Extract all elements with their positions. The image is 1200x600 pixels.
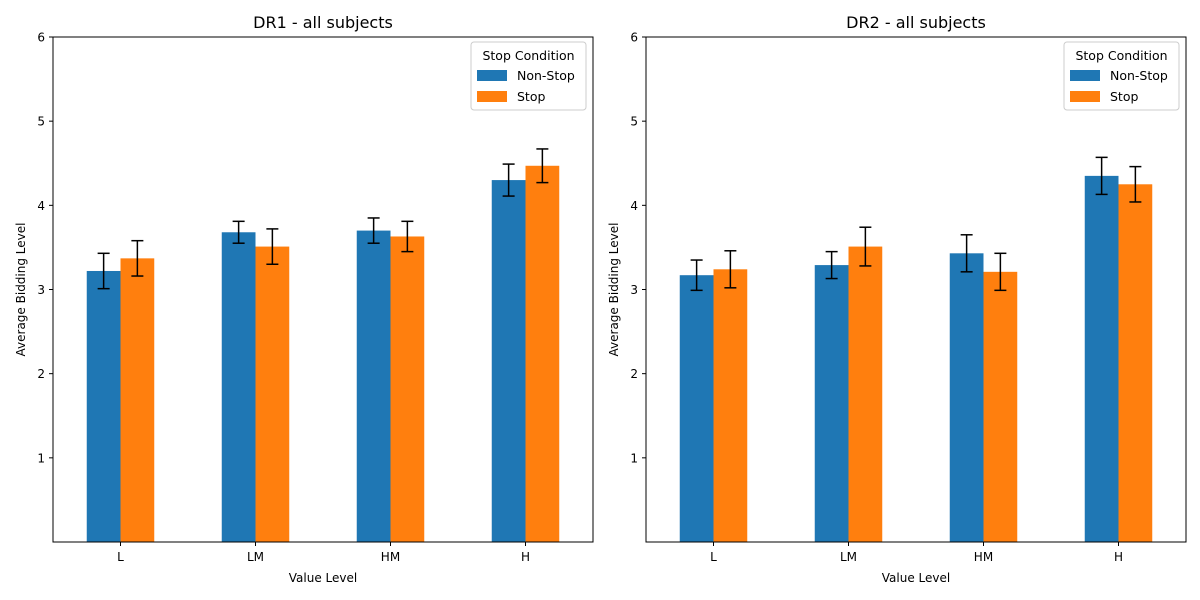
- error-bar-group: [690, 156, 1142, 292]
- error-bar-stop-l: [724, 250, 737, 289]
- error-bar-non-stop-hm: [960, 234, 973, 273]
- bar-stop-l: [713, 269, 748, 542]
- y-tick-label: 1: [37, 451, 45, 465]
- bar-non-stop-l: [86, 270, 121, 542]
- x-tick-label: HM: [381, 550, 400, 564]
- legend-swatch-non-stop: [1070, 70, 1100, 81]
- bar-stop-lm: [255, 246, 290, 542]
- y-axis-label: Average Bidding Level: [607, 223, 621, 357]
- bar-non-stop-hm: [356, 230, 391, 543]
- y-tick-label: 4: [630, 199, 638, 213]
- legend-swatch-stop: [477, 91, 507, 102]
- legend: Stop Condition Non-Stop Stop: [470, 41, 587, 111]
- bar-group: [679, 175, 1153, 542]
- bar-non-stop-lm: [221, 232, 256, 542]
- error-bar-stop-hm: [994, 252, 1007, 292]
- bar-stop-h: [1118, 184, 1153, 542]
- error-bar-stop-lm: [859, 226, 872, 267]
- bar-non-stop-h: [1084, 175, 1119, 542]
- legend-title: Stop Condition: [1075, 48, 1167, 63]
- error-bar-stop-h: [536, 148, 549, 184]
- error-bar-non-stop-hm: [367, 217, 380, 244]
- error-bar-group: [97, 148, 549, 290]
- x-tick-label: LM: [840, 550, 857, 564]
- error-bar-non-stop-h: [1095, 156, 1108, 196]
- x-tick-label: H: [521, 550, 530, 564]
- chart-dr1: DR1 - all subjects 1 2 3 4 5 6 L LM HM H Value L…: [14, 13, 594, 585]
- error-bar-stop-lm: [266, 228, 279, 265]
- legend-label-stop: Stop: [517, 89, 545, 104]
- y-tick-label: 1: [630, 451, 638, 465]
- chart-dr2: DR2 - all subjects 1 2 3 4 5 6 L LM HM H Value L…: [607, 13, 1187, 585]
- y-tick-label: 4: [37, 199, 45, 213]
- x-tick-label: HM: [974, 550, 993, 564]
- error-bar-stop-h: [1129, 165, 1142, 203]
- legend-swatch-non-stop: [477, 70, 507, 81]
- y-tick-label: 6: [630, 31, 638, 45]
- error-bar-non-stop-lm: [825, 250, 838, 280]
- chart-title: DR1 - all subjects: [253, 13, 393, 32]
- bar-non-stop-lm: [814, 265, 849, 542]
- x-axis-label: Value Level: [882, 571, 950, 585]
- error-bar-stop-hm: [401, 220, 414, 253]
- error-bar-non-stop-h: [502, 163, 515, 197]
- x-tick-label: H: [1114, 550, 1123, 564]
- bar-group: [86, 165, 560, 543]
- legend-label-non-stop: Non-Stop: [517, 68, 575, 83]
- y-tick-label: 2: [630, 367, 638, 381]
- bar-stop-h: [525, 165, 560, 542]
- x-axis: L LM HM H: [710, 542, 1123, 564]
- y-tick-label: 6: [37, 31, 45, 45]
- bar-non-stop-hm: [949, 253, 984, 542]
- y-axis-label: Average Bidding Level: [14, 223, 28, 357]
- legend: Stop Condition Non-Stop Stop: [1063, 41, 1180, 111]
- error-bar-non-stop-l: [97, 252, 110, 290]
- bar-stop-lm: [848, 246, 883, 542]
- bar-non-stop-h: [491, 180, 526, 543]
- legend-title: Stop Condition: [482, 48, 574, 63]
- x-axis: L LM HM H: [117, 542, 530, 564]
- bar-non-stop-l: [679, 275, 714, 542]
- error-bar-non-stop-l: [690, 259, 703, 292]
- y-tick-label: 5: [37, 115, 45, 129]
- error-bar-non-stop-lm: [232, 220, 245, 244]
- x-axis-label: Value Level: [289, 571, 357, 585]
- y-tick-label: 3: [630, 283, 638, 297]
- y-tick-label: 2: [37, 367, 45, 381]
- legend-label-stop: Stop: [1110, 89, 1138, 104]
- x-tick-label: L: [710, 550, 717, 564]
- y-tick-label: 3: [37, 283, 45, 297]
- chart-title: DR2 - all subjects: [846, 13, 986, 32]
- x-tick-label: LM: [247, 550, 264, 564]
- y-axis: 1 2 3 4 5 6: [630, 31, 646, 465]
- y-tick-label: 5: [630, 115, 638, 129]
- bar-stop-l: [120, 258, 155, 542]
- legend-label-non-stop: Non-Stop: [1110, 68, 1168, 83]
- bar-stop-hm: [983, 271, 1018, 542]
- legend-swatch-stop: [1070, 91, 1100, 102]
- bar-stop-hm: [390, 236, 425, 542]
- x-tick-label: L: [117, 550, 124, 564]
- y-axis: 1 2 3 4 5 6: [37, 31, 53, 465]
- error-bar-stop-l: [131, 239, 144, 277]
